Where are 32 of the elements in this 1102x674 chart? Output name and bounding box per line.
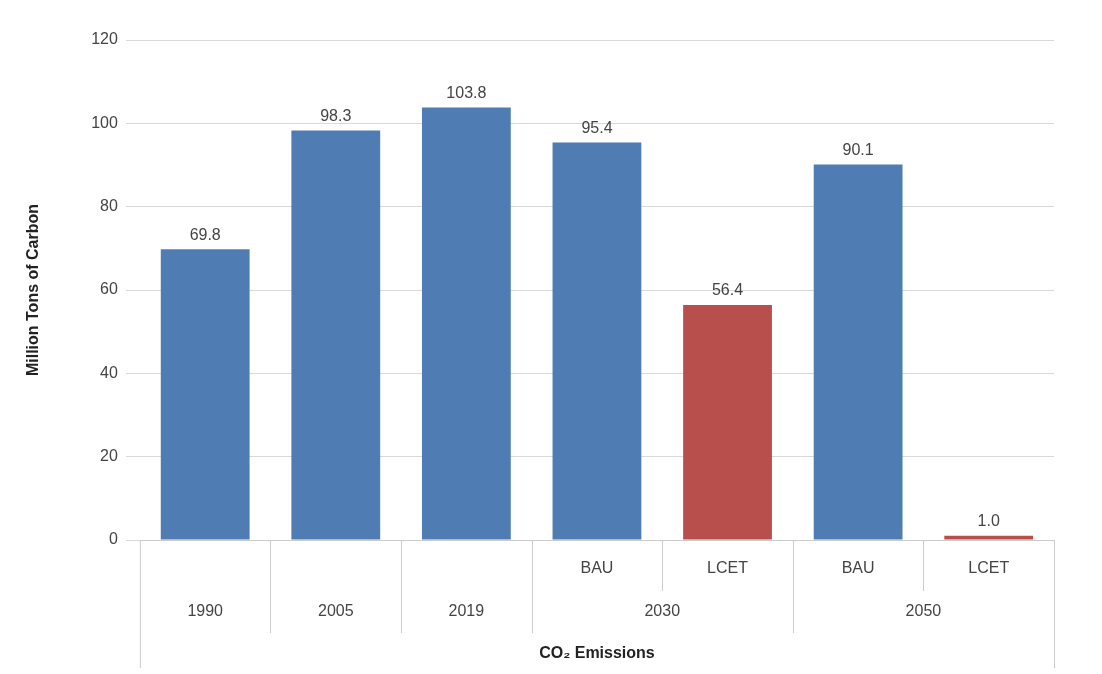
y-axis-title: Million Tons of Carbon bbox=[24, 203, 42, 377]
x-tick-label: LCET bbox=[968, 559, 1010, 577]
x-tick-label: BAU bbox=[580, 559, 614, 577]
y-tick-label: 40 bbox=[100, 363, 118, 381]
text: 2050 bbox=[905, 602, 942, 620]
y-tick-label: 120 bbox=[91, 30, 118, 48]
bar bbox=[160, 249, 250, 540]
bar bbox=[944, 535, 1034, 540]
x-tick-label: 2005 bbox=[317, 602, 354, 620]
data-label: 98.3 bbox=[320, 106, 352, 124]
bar bbox=[683, 305, 772, 540]
bar bbox=[291, 130, 381, 540]
x-tick-label: LCET bbox=[707, 559, 749, 577]
data-label: 56.4 bbox=[711, 281, 744, 299]
y-tick-label: 20 bbox=[100, 447, 118, 465]
y-tick-label: 100 bbox=[91, 113, 118, 131]
bar bbox=[552, 142, 642, 540]
bar bbox=[813, 164, 903, 540]
data-label: 90.1 bbox=[842, 140, 874, 158]
data-label: 1.0 bbox=[977, 512, 1000, 530]
y-tick-label: 0 bbox=[108, 530, 118, 548]
x-axis-title: CO₂ Emissions bbox=[539, 644, 655, 662]
data-label: 69.8 bbox=[189, 225, 221, 243]
data-label: 103.8 bbox=[446, 83, 487, 101]
text: 2030 bbox=[644, 602, 681, 620]
bar bbox=[421, 107, 511, 540]
x-tick-label: 1990 bbox=[187, 602, 224, 620]
data-label: 95.4 bbox=[581, 118, 613, 136]
x-tick-label: 2019 bbox=[448, 602, 485, 620]
y-tick-label: 80 bbox=[100, 197, 118, 215]
y-tick-label: 60 bbox=[100, 280, 118, 298]
x-tick-label: BAU bbox=[841, 559, 875, 577]
